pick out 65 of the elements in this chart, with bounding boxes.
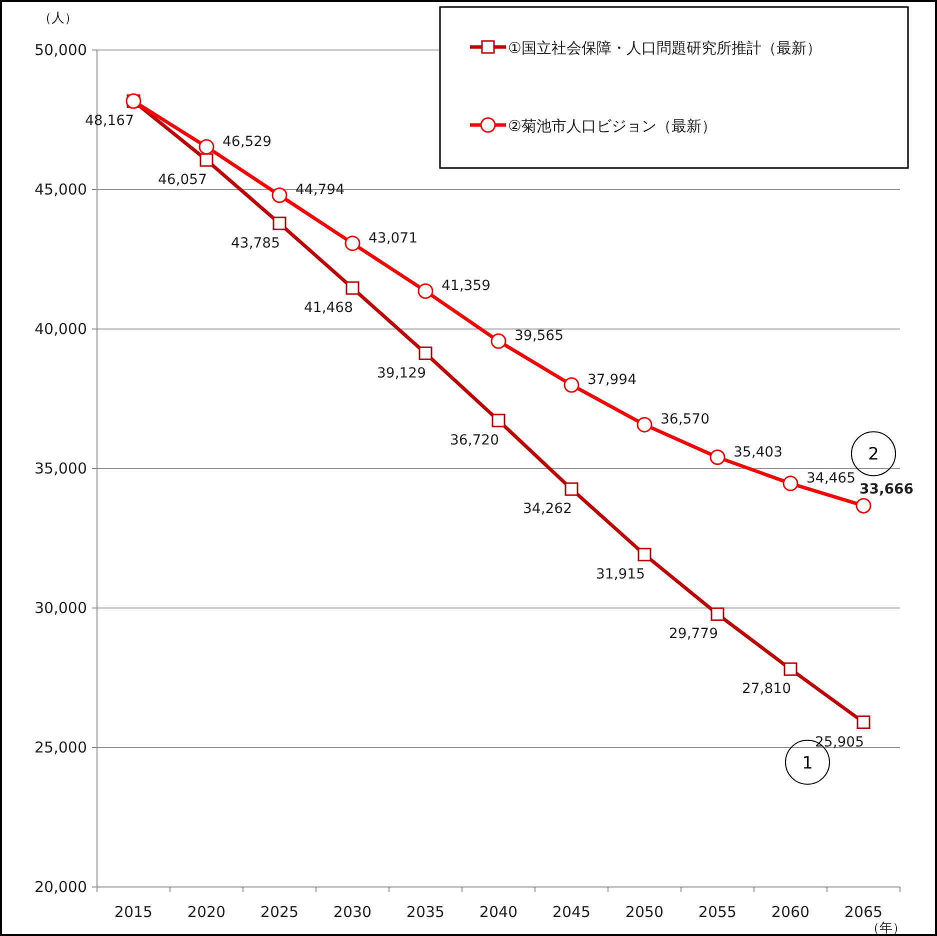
point [418,283,434,299]
legend-label: ②菊池市人口ビジョン（最新） [508,117,716,135]
x-tick-label: 2035 [406,903,445,921]
point [418,346,432,360]
data-label: 37,994 [588,372,637,388]
data-label: 46,529 [222,134,272,150]
y-tick-label: 50,000 [34,41,87,59]
x-axis-title: （年） [866,921,906,936]
data-label: 48,167 [85,113,134,130]
y-tick-label: 40,000 [34,320,87,338]
annotation: 1 [802,753,813,774]
point [344,236,360,252]
point [272,187,288,203]
y-tick-label: 30,000 [34,599,87,617]
data-label: 33,666 [859,482,914,498]
data-label: 34,262 [523,501,572,518]
point [636,416,652,432]
x-tick-label: 2050 [625,903,664,921]
point [346,281,360,295]
data-label: 43,785 [231,235,280,252]
point [490,333,506,349]
point [856,716,870,729]
data-label: 39,565 [514,328,564,344]
data-label: 36,570 [660,412,710,428]
point [710,607,724,621]
x-tick-label: 2020 [187,903,226,921]
point [272,216,286,230]
point [198,139,214,155]
y-tick-label: 20,000 [34,878,87,896]
annotation: 2 [868,444,879,465]
data-label: 39,129 [377,365,426,382]
data-label: 35,403 [734,444,782,460]
x-tick-label: 2030 [333,903,372,921]
y-tick-label: 25,000 [34,738,87,756]
data-label: 27,810 [742,681,791,698]
point [564,377,580,393]
data-label: 34,465 [806,470,856,486]
data-label: 43,071 [368,230,418,246]
x-tick-label: 2025 [260,903,299,921]
y-axis-title: （人） [38,11,78,26]
point [784,662,798,676]
x-tick-label: 2015 [114,903,153,921]
data-label: 41,468 [304,300,353,316]
x-tick-label: 2040 [479,903,518,921]
point [710,450,726,466]
data-label: 29,779 [669,626,718,642]
point [200,153,214,167]
point [638,548,652,562]
data-label: 44,794 [296,182,345,198]
data-label: 41,359 [442,278,490,294]
x-tick-label: 2045 [552,903,591,921]
point [856,498,872,514]
y-tick-label: 45,000 [34,180,87,198]
data-label: 31,915 [596,566,645,583]
data-label: 36,720 [450,432,499,449]
x-tick-label: 2055 [698,903,737,921]
data-label: 25,905 [815,734,864,750]
y-tick-label: 35,000 [34,460,87,478]
point [782,476,798,492]
x-tick-label: 2060 [771,903,810,921]
point [564,482,578,496]
x-tick-label: 2065 [844,903,883,921]
data-label: 46,057 [158,172,207,188]
point [492,414,506,428]
legend-label: ①国立社会保障・人口問題研究所推計（最新） [508,39,822,57]
